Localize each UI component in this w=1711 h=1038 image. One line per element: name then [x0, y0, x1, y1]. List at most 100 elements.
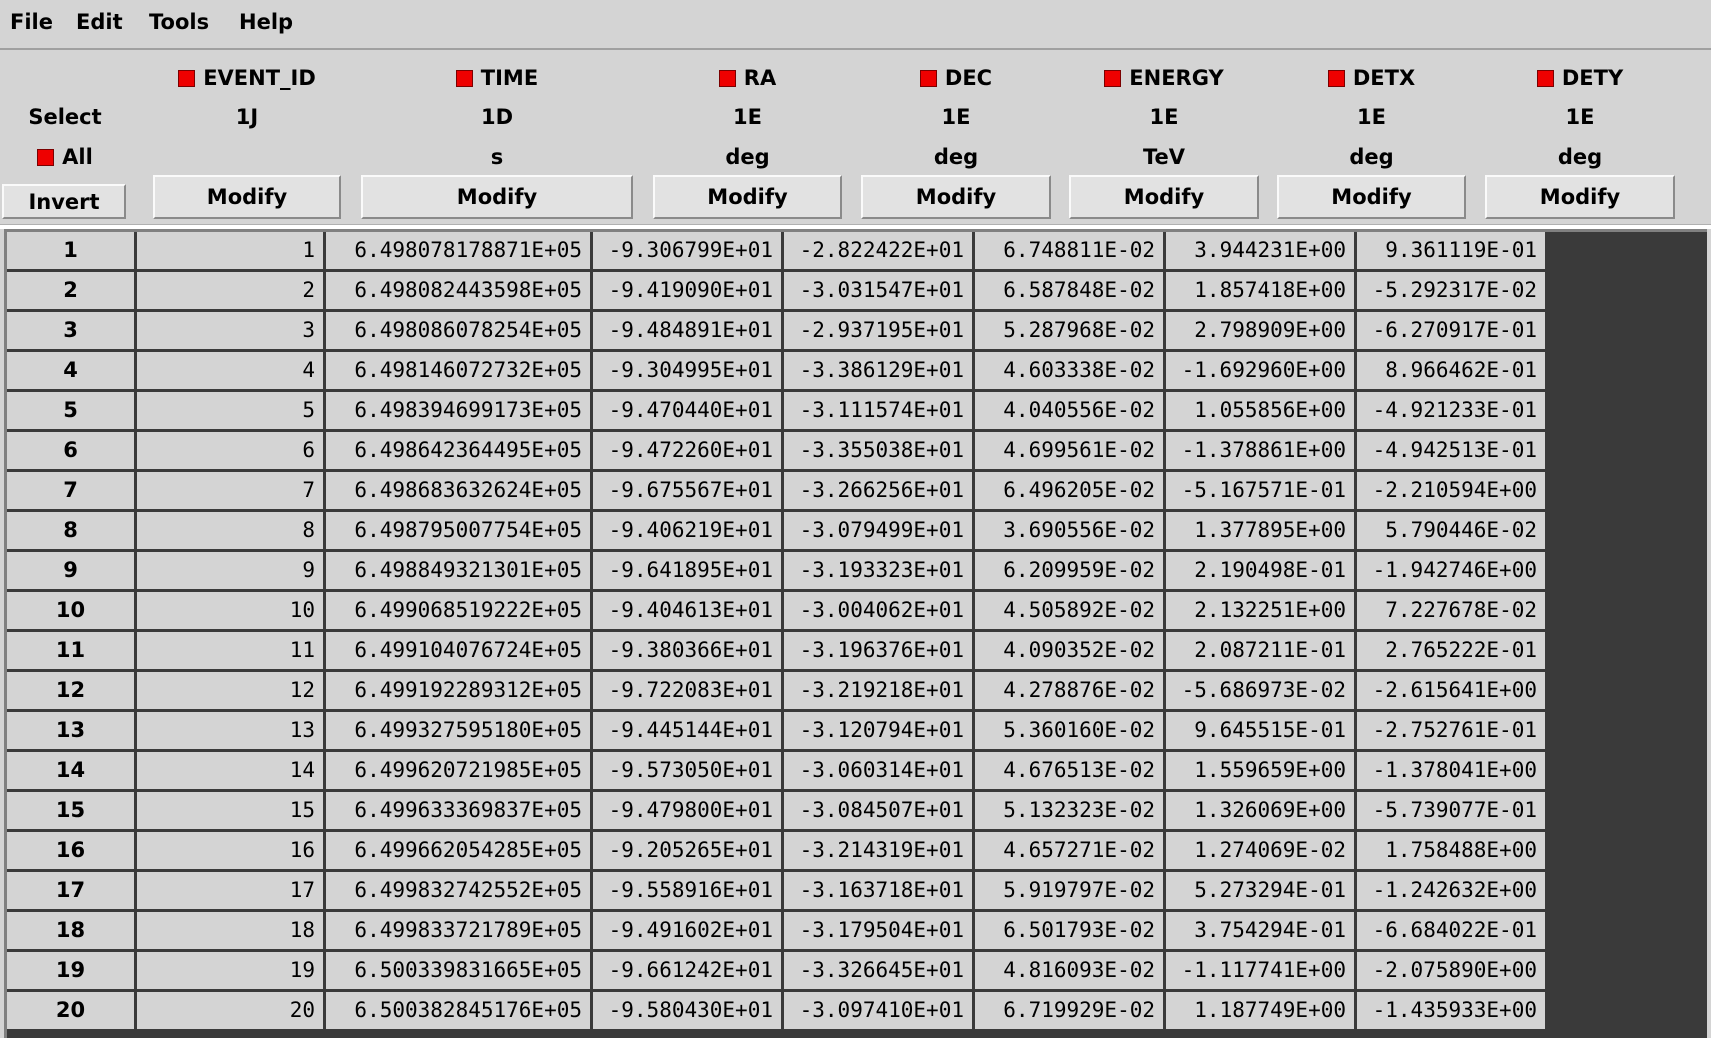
table-cell[interactable]: -1.692960E+00	[1166, 352, 1354, 389]
column-select-checkbox[interactable]	[1104, 70, 1122, 87]
table-cell[interactable]: 2.087211E-01	[1166, 632, 1354, 669]
menu-edit[interactable]: Edit	[76, 10, 123, 34]
table-cell[interactable]: -9.641895E+01	[593, 552, 781, 589]
table-cell[interactable]: 17	[137, 872, 323, 909]
table-cell[interactable]: 6.499832742552E+05	[326, 872, 590, 909]
table-cell[interactable]: 4.657271E-02	[975, 832, 1163, 869]
table-cell[interactable]: 10	[137, 592, 323, 629]
table-cell[interactable]: 1.326069E+00	[1166, 792, 1354, 829]
table-cell[interactable]: -3.355038E+01	[784, 432, 972, 469]
table-cell[interactable]: 6.498086078254E+05	[326, 312, 590, 349]
modify-button[interactable]: Modify	[653, 175, 842, 219]
table-cell[interactable]: 3	[137, 312, 323, 349]
table-cell[interactable]: -9.484891E+01	[593, 312, 781, 349]
table-cell[interactable]: -2.210594E+00	[1357, 472, 1545, 509]
select-all-checkbox[interactable]	[37, 149, 55, 166]
select-all-toggle[interactable]: All	[0, 142, 130, 172]
table-cell[interactable]: 14	[137, 752, 323, 789]
table-cell[interactable]: 1.857418E+00	[1166, 272, 1354, 309]
table-cell[interactable]: 2.765222E-01	[1357, 632, 1545, 669]
table-cell[interactable]: 4.699561E-02	[975, 432, 1163, 469]
row-number[interactable]: 19	[7, 952, 134, 989]
table-cell[interactable]: -9.380366E+01	[593, 632, 781, 669]
table-cell[interactable]: 4.278876E-02	[975, 672, 1163, 709]
table-cell[interactable]: -9.479800E+01	[593, 792, 781, 829]
table-cell[interactable]: -3.196376E+01	[784, 632, 972, 669]
table-cell[interactable]: 2.798909E+00	[1166, 312, 1354, 349]
table-cell[interactable]: 6.500382845176E+05	[326, 992, 590, 1029]
table-cell[interactable]: -9.472260E+01	[593, 432, 781, 469]
table-cell[interactable]: -2.822422E+01	[784, 232, 972, 269]
table-cell[interactable]: 8	[137, 512, 323, 549]
table-cell[interactable]: 5.287968E-02	[975, 312, 1163, 349]
column-name[interactable]: TIME	[361, 63, 633, 93]
row-number[interactable]: 16	[7, 832, 134, 869]
table-cell[interactable]: 3.754294E-01	[1166, 912, 1354, 949]
row-number[interactable]: 18	[7, 912, 134, 949]
table-cell[interactable]: 6.498078178871E+05	[326, 232, 590, 269]
table-cell[interactable]: 6.496205E-02	[975, 472, 1163, 509]
table-cell[interactable]: -3.179504E+01	[784, 912, 972, 949]
table-cell[interactable]: 1.758488E+00	[1357, 832, 1545, 869]
table-cell[interactable]: 9	[137, 552, 323, 589]
table-cell[interactable]: 1.187749E+00	[1166, 992, 1354, 1029]
table-cell[interactable]: 6.748811E-02	[975, 232, 1163, 269]
table-cell[interactable]: 6.498683632624E+05	[326, 472, 590, 509]
table-cell[interactable]: -2.075890E+00	[1357, 952, 1545, 989]
table-cell[interactable]: 6.499327595180E+05	[326, 712, 590, 749]
table-cell[interactable]: -9.404613E+01	[593, 592, 781, 629]
row-number[interactable]: 7	[7, 472, 134, 509]
table-cell[interactable]: 5.360160E-02	[975, 712, 1163, 749]
column-name[interactable]: ENERGY	[1069, 63, 1259, 93]
table-cell[interactable]: -3.079499E+01	[784, 512, 972, 549]
column-select-checkbox[interactable]	[919, 70, 937, 87]
table-cell[interactable]: 6.501793E-02	[975, 912, 1163, 949]
table-cell[interactable]: 16	[137, 832, 323, 869]
table-cell[interactable]: -3.120794E+01	[784, 712, 972, 749]
column-select-checkbox[interactable]	[1327, 70, 1345, 87]
table-cell[interactable]: -9.558916E+01	[593, 872, 781, 909]
table-cell[interactable]: 6.498146072732E+05	[326, 352, 590, 389]
table-cell[interactable]: 6.719929E-02	[975, 992, 1163, 1029]
table-cell[interactable]: 6.499833721789E+05	[326, 912, 590, 949]
table-cell[interactable]: -9.675567E+01	[593, 472, 781, 509]
column-name[interactable]: RA	[653, 63, 842, 93]
modify-button[interactable]: Modify	[153, 175, 341, 219]
table-cell[interactable]: 1.559659E+00	[1166, 752, 1354, 789]
table-cell[interactable]: 6.500339831665E+05	[326, 952, 590, 989]
table-cell[interactable]: -3.193323E+01	[784, 552, 972, 589]
row-number[interactable]: 4	[7, 352, 134, 389]
menu-tools[interactable]: Tools	[149, 10, 210, 34]
table-cell[interactable]: -2.752761E-01	[1357, 712, 1545, 749]
table-cell[interactable]: 4.676513E-02	[975, 752, 1163, 789]
table-cell[interactable]: 6.499068519222E+05	[326, 592, 590, 629]
table-cell[interactable]: -6.684022E-01	[1357, 912, 1545, 949]
table-cell[interactable]: 18	[137, 912, 323, 949]
menu-file[interactable]: File	[10, 10, 53, 34]
table-cell[interactable]: 7	[137, 472, 323, 509]
modify-button[interactable]: Modify	[1069, 175, 1259, 219]
table-cell[interactable]: 9.645515E-01	[1166, 712, 1354, 749]
table-cell[interactable]: -5.686973E-02	[1166, 672, 1354, 709]
row-number[interactable]: 13	[7, 712, 134, 749]
table-cell[interactable]: -9.205265E+01	[593, 832, 781, 869]
table-cell[interactable]: -1.942746E+00	[1357, 552, 1545, 589]
table-cell[interactable]: 6.499192289312E+05	[326, 672, 590, 709]
table-cell[interactable]: 3.944231E+00	[1166, 232, 1354, 269]
column-select-checkbox[interactable]	[455, 70, 473, 87]
table-cell[interactable]: 6.498642364495E+05	[326, 432, 590, 469]
table-cell[interactable]: -3.031547E+01	[784, 272, 972, 309]
row-number[interactable]: 1	[7, 232, 134, 269]
table-cell[interactable]: -5.739077E-01	[1357, 792, 1545, 829]
table-cell[interactable]: 4	[137, 352, 323, 389]
table-cell[interactable]: 6.587848E-02	[975, 272, 1163, 309]
row-number[interactable]: 9	[7, 552, 134, 589]
table-cell[interactable]: 8.966462E-01	[1357, 352, 1545, 389]
table-cell[interactable]: 12	[137, 672, 323, 709]
row-number[interactable]: 8	[7, 512, 134, 549]
row-number[interactable]: 11	[7, 632, 134, 669]
column-select-checkbox[interactable]	[718, 70, 736, 87]
table-cell[interactable]: -9.406219E+01	[593, 512, 781, 549]
table-cell[interactable]: -9.491602E+01	[593, 912, 781, 949]
table-cell[interactable]: -9.573050E+01	[593, 752, 781, 789]
